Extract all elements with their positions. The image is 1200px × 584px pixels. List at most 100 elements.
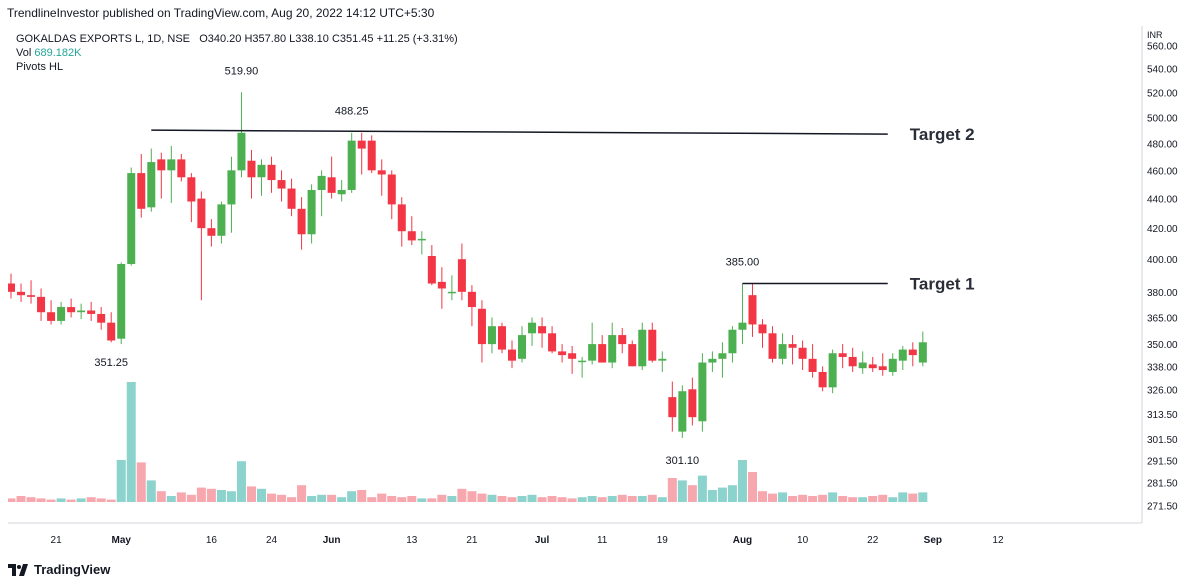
- candle-body[interactable]: [157, 159, 166, 171]
- candle-body[interactable]: [237, 132, 246, 171]
- candle-body[interactable]: [828, 353, 837, 388]
- candle-body[interactable]: [37, 296, 46, 313]
- candle-body[interactable]: [618, 335, 627, 345]
- candle-body[interactable]: [57, 307, 66, 321]
- candle-body[interactable]: [878, 366, 887, 371]
- candle-body[interactable]: [337, 189, 346, 195]
- candle-body[interactable]: [467, 291, 476, 308]
- candle-body[interactable]: [808, 358, 817, 372]
- candle-body[interactable]: [367, 140, 376, 171]
- candle-body[interactable]: [778, 344, 787, 359]
- candle-body[interactable]: [868, 364, 877, 369]
- candle-body[interactable]: [77, 310, 86, 313]
- candle-body[interactable]: [287, 188, 296, 209]
- candle-body[interactable]: [497, 326, 506, 350]
- candle-body[interactable]: [447, 291, 456, 294]
- candle-body[interactable]: [17, 291, 26, 296]
- candle-body[interactable]: [147, 162, 156, 208]
- candle-body[interactable]: [437, 281, 446, 289]
- chart-frame[interactable]: 560.00 540.00 520.00 500.00 480.00 460.00 440.…: [8, 26, 1193, 551]
- candle-body[interactable]: [688, 389, 697, 418]
- candle-body[interactable]: [748, 295, 757, 325]
- candle-body[interactable]: [387, 174, 396, 205]
- candle-body[interactable]: [307, 189, 316, 235]
- candle-body[interactable]: [8, 283, 15, 292]
- candle-body[interactable]: [487, 326, 496, 345]
- candle-body[interactable]: [598, 344, 607, 363]
- candle-body[interactable]: [27, 295, 36, 297]
- candle-body[interactable]: [658, 358, 667, 361]
- candle-body[interactable]: [217, 204, 226, 236]
- candle-body[interactable]: [918, 342, 927, 363]
- candle-body[interactable]: [788, 344, 797, 348]
- candle-body[interactable]: [568, 353, 577, 359]
- candle-body[interactable]: [87, 310, 96, 314]
- candle-body[interactable]: [858, 362, 867, 369]
- candle-body[interactable]: [127, 173, 136, 264]
- candle-body[interactable]: [397, 204, 406, 232]
- candle-body[interactable]: [137, 173, 146, 209]
- trend-line[interactable]: [151, 129, 888, 135]
- candle-body[interactable]: [357, 140, 366, 149]
- candle-body[interactable]: [548, 333, 557, 352]
- candle-body[interactable]: [277, 180, 286, 189]
- candle-body[interactable]: [888, 358, 897, 372]
- candle-body[interactable]: [678, 391, 687, 432]
- candle-body[interactable]: [518, 335, 527, 359]
- candle-body[interactable]: [187, 177, 196, 202]
- candle-body[interactable]: [267, 164, 276, 181]
- candle-body[interactable]: [67, 307, 76, 313]
- candle-body[interactable]: [227, 170, 236, 205]
- candle-body[interactable]: [768, 333, 777, 359]
- candle-body[interactable]: [698, 362, 707, 422]
- x-tick-label: Jul: [535, 535, 550, 546]
- candle-body[interactable]: [898, 349, 907, 361]
- candle-body[interactable]: [538, 326, 547, 334]
- candle-body[interactable]: [117, 263, 126, 339]
- candle-body[interactable]: [97, 313, 106, 323]
- price-chart[interactable]: 560.00 540.00 520.00 500.00 480.00 460.00 440.…: [8, 26, 1193, 551]
- candle-body[interactable]: [417, 238, 426, 241]
- candle-body[interactable]: [638, 329, 647, 367]
- candle-body[interactable]: [197, 198, 206, 229]
- candle-body[interactable]: [477, 308, 486, 345]
- candle-body[interactable]: [377, 170, 386, 175]
- candle-body[interactable]: [628, 344, 637, 367]
- volume-bar: [898, 492, 908, 502]
- candle-body[interactable]: [407, 231, 416, 241]
- indicator-row[interactable]: Pivots HL: [16, 60, 458, 74]
- candle-body[interactable]: [668, 397, 677, 418]
- candle-body[interactable]: [167, 159, 176, 171]
- candle-body[interactable]: [207, 228, 216, 236]
- candle-body[interactable]: [588, 344, 597, 361]
- candle-body[interactable]: [327, 177, 336, 193]
- candle-body[interactable]: [758, 324, 767, 334]
- candle-body[interactable]: [838, 353, 847, 357]
- candle-body[interactable]: [908, 349, 917, 356]
- candle-body[interactable]: [457, 259, 466, 292]
- candle-body[interactable]: [578, 360, 587, 363]
- candle-body[interactable]: [47, 312, 56, 321]
- candle-body[interactable]: [708, 358, 717, 363]
- candle-body[interactable]: [257, 164, 266, 178]
- tradingview-logo[interactable]: TradingView: [8, 562, 110, 577]
- candle-body[interactable]: [798, 347, 807, 359]
- indicator-label[interactable]: Pivots HL: [16, 61, 64, 73]
- candle-body[interactable]: [297, 208, 306, 235]
- candle-body[interactable]: [728, 329, 737, 354]
- candle-body[interactable]: [848, 356, 857, 367]
- candle-body[interactable]: [347, 140, 356, 190]
- candle-body[interactable]: [508, 349, 516, 361]
- candle-body[interactable]: [528, 322, 537, 334]
- candle-body[interactable]: [818, 371, 827, 388]
- candle-body[interactable]: [427, 256, 436, 284]
- candle-body[interactable]: [738, 322, 747, 330]
- candle-body[interactable]: [648, 329, 657, 361]
- candle-body[interactable]: [718, 353, 727, 359]
- candle-body[interactable]: [247, 160, 256, 178]
- candle-body[interactable]: [317, 175, 326, 190]
- candle-body[interactable]: [107, 322, 116, 341]
- candle-body[interactable]: [558, 351, 567, 356]
- candle-body[interactable]: [608, 335, 617, 363]
- candle-body[interactable]: [177, 159, 186, 178]
